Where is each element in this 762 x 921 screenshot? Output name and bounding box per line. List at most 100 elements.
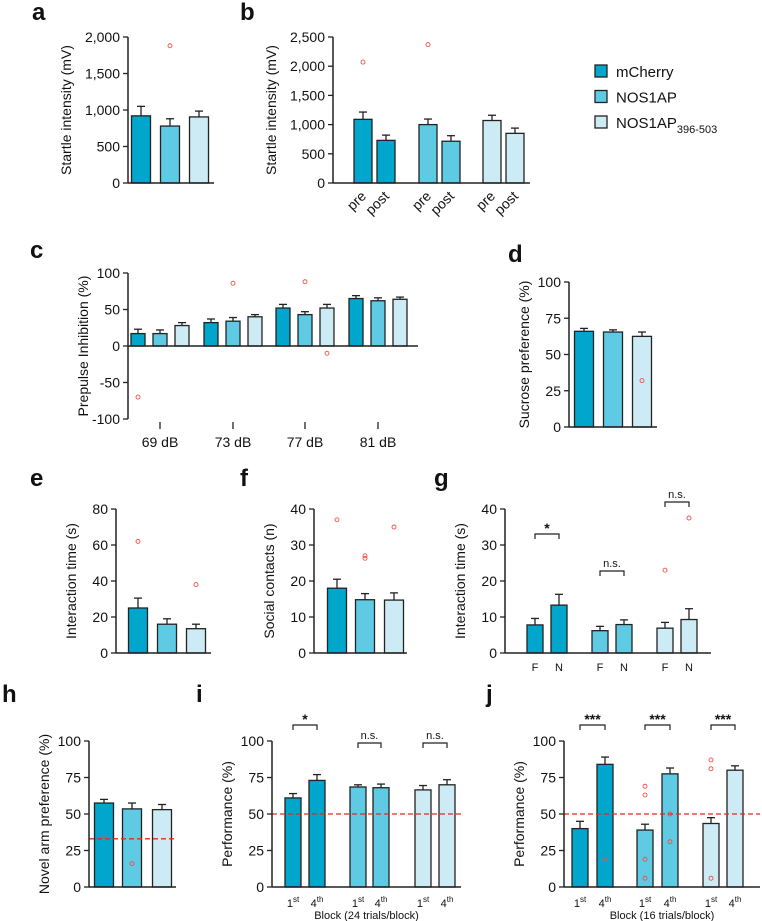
y-tick-label: 2,000 [290,58,325,74]
outlier-point [642,783,648,789]
x-tick-label: 4th [375,895,388,910]
bar [372,787,390,888]
outlier-point [302,279,308,285]
x-tick-number: 1 [705,898,711,910]
x-tick-label: F [597,662,604,674]
bar [225,320,241,347]
bar [661,773,679,888]
bar [159,125,181,184]
x-axis-label: Block (24 trials/block) [314,910,419,921]
x-tick-number: 1 [417,898,423,910]
y-tick-label: 10 [290,609,306,625]
significance-bracket [644,724,671,730]
significance-label: *** [649,711,666,727]
x-tick-label: post [427,188,457,218]
bar [392,298,408,347]
y-tick-label: -50 [100,375,120,391]
bar [130,332,146,347]
x-tick-number: 4 [311,898,317,910]
x-tick-number: 4 [441,898,447,910]
bar [726,769,744,888]
outlier-point [708,757,714,763]
x-tick-number: 1 [639,898,645,910]
x-tick-label: N [620,662,628,674]
x-tick-superscript: th [670,895,677,904]
x-tick-label: N [685,662,693,674]
significance-label: * [544,520,550,536]
outlier-point [135,394,141,400]
y-tick-label: 1,000 [85,102,120,118]
x-tick-superscript: th [381,895,388,904]
x-tick-label: 4th [729,895,742,910]
x-tick-label: post [362,188,392,218]
outlier-point [425,42,431,48]
bar [438,784,456,888]
x-tick-superscript: st [645,895,652,904]
bar [185,628,207,654]
y-tick-label: 500 [302,146,326,162]
y-tick-label: 20 [290,573,306,589]
panel-letter: c [30,237,43,264]
y-tick-label: 25 [248,843,264,859]
y-tick-label: 40 [92,573,108,589]
bar [203,321,219,347]
outlier-point [667,839,673,845]
outlier-point [101,834,107,840]
significance-label: n.s. [603,558,621,570]
x-tick-number: 4 [664,898,670,910]
bar [127,607,149,654]
y-tick-label: 2,500 [290,29,325,45]
bar [326,587,348,654]
outlier-point [334,517,340,523]
panel-h: h 0 25 50 75 100 Novel arm preference (%) [2,681,176,895]
bar [596,763,614,888]
x-tick-label: 4th [599,895,612,910]
y-tick-label: 10 [481,609,497,625]
outlier-point [362,553,368,559]
bar [284,797,302,888]
x-tick-label: 1st [574,895,587,910]
significance-bracket [664,501,690,507]
panel-letter: i [196,681,203,708]
x-tick-number: 4 [375,898,381,910]
panel-d: d 0 25 50 75 100 Sucrose preference (%) [508,241,657,435]
bar [505,132,525,184]
outlier-point [129,861,135,867]
x-tick-number: 1 [352,898,358,910]
bar [414,789,432,888]
bar [636,829,654,888]
panel-c: c -100 -50 0 50 100 Prepulse Inhibition (%) 69 … [30,237,418,450]
y-tick-label: 80 [92,501,108,517]
y-tick-label: 20 [92,609,108,625]
x-tick-superscript: st [580,895,587,904]
x-tick-label: 73 dB [215,434,252,450]
significance-label: n.s. [361,730,379,742]
y-tick-label: 40 [290,501,306,517]
x-tick-number: 4 [729,898,735,910]
outlier-point [602,856,608,862]
bar [376,139,396,184]
y-tick-label: 60 [92,537,108,553]
y-axis-label: Startle intensity (mV) [58,45,74,175]
x-tick-superscript: th [735,895,742,904]
legend-swatch [594,115,608,129]
x-tick-label: 1st [352,895,365,910]
y-tick-label: 0 [100,645,108,661]
bar [349,786,367,888]
outlier-point [642,856,648,862]
bar [308,779,326,888]
significance-label: *** [584,711,601,727]
x-tick-label: 1st [705,895,718,910]
bar [573,330,595,428]
panel-letter: j [485,681,493,708]
y-tick-label: 30 [290,537,306,553]
x-tick-label: post [491,188,521,218]
y-axis-label: Performance (%) [511,761,527,867]
bar [93,802,115,888]
bar [151,808,173,888]
bar [571,827,589,888]
bar [615,623,633,654]
outlier-point [686,515,692,521]
